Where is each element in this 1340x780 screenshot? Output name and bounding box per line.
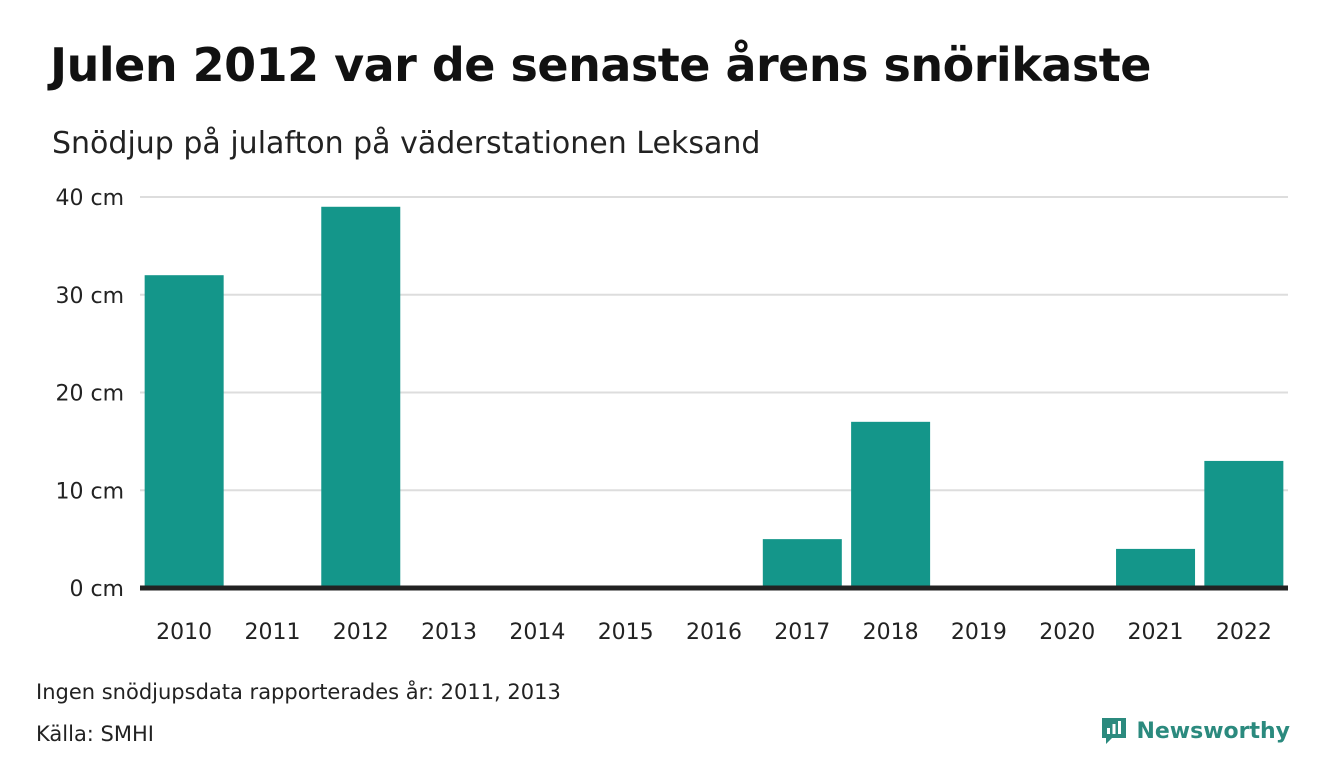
bars: [144, 206, 1284, 588]
y-tick-label: 40 cm: [55, 186, 124, 211]
gridlines: [140, 196, 1288, 492]
x-tick-label: 2015: [598, 620, 654, 645]
y-tick-label: 10 cm: [55, 479, 124, 504]
x-tick-label: 2017: [774, 620, 830, 645]
bar-2012: [321, 206, 401, 588]
x-tick-label: 2022: [1216, 620, 1272, 645]
x-tick-label: 2018: [863, 620, 919, 645]
chart-title: Julen 2012 var de senaste årens snörikas…: [50, 38, 1151, 92]
bar-2021: [1116, 548, 1196, 588]
bar-chart: 0 cm 10 cm 20 cm 30 cm 40 cm 2010 2011 2012 2013…: [55, 186, 1288, 645]
x-tick-label: 2010: [156, 620, 212, 645]
x-tick-label: 2013: [421, 620, 477, 645]
bar-2018: [851, 421, 931, 588]
brand-name: Newsworthy: [1136, 718, 1290, 744]
brand-logo: Newsworthy: [1100, 716, 1290, 746]
x-tick-label: 2012: [333, 620, 389, 645]
x-tick-label: 2014: [509, 620, 565, 645]
axes: 0 cm 10 cm 20 cm 30 cm 40 cm 2010 2011 2012 2013…: [55, 186, 1288, 645]
bar-2010: [144, 275, 224, 588]
x-tick-label: 2021: [1128, 620, 1184, 645]
y-tick-label: 0 cm: [69, 577, 124, 602]
x-tick-label: 2019: [951, 620, 1007, 645]
newsworthy-logo-icon: [1102, 718, 1127, 744]
y-tick-label: 20 cm: [55, 382, 124, 407]
y-tick-label: 30 cm: [55, 284, 124, 309]
bar-2022: [1204, 460, 1284, 588]
chart-subtitle: Snödjup på julafton på väderstationen Le…: [52, 126, 761, 161]
missing-data-note: Ingen snödjupsdata rapporterades år: 201…: [36, 680, 561, 704]
x-tick-label: 2016: [686, 620, 742, 645]
x-tick-label: 2020: [1039, 620, 1095, 645]
bar-2017: [762, 539, 842, 588]
x-tick-label: 2011: [244, 620, 300, 645]
source-note: Källa: SMHI: [36, 722, 154, 746]
